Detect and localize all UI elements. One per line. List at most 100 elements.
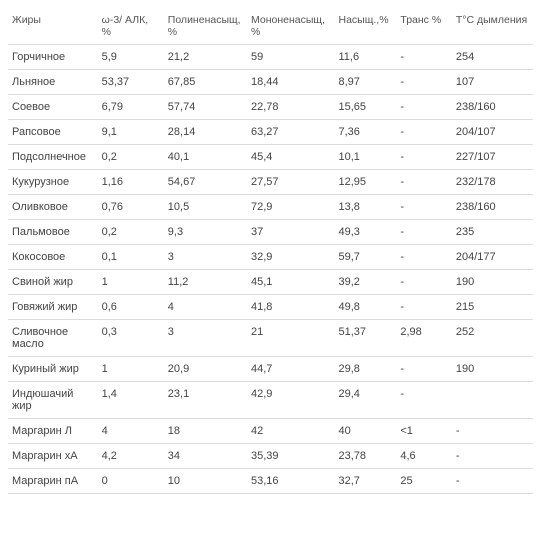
cell-15-3: 35,39: [247, 444, 335, 469]
cell-5-6: 232/178: [452, 170, 533, 195]
cell-8-0: Кокосовое: [8, 245, 98, 270]
cell-8-4: 59,7: [335, 245, 397, 270]
cell-10-2: 4: [164, 295, 247, 320]
cell-9-6: 190: [452, 270, 533, 295]
cell-11-3: 21: [247, 320, 335, 357]
cell-15-6: -: [452, 444, 533, 469]
cell-6-0: Оливковое: [8, 195, 98, 220]
cell-1-5: -: [396, 70, 451, 95]
cell-2-1: 6,79: [98, 95, 164, 120]
cell-13-3: 42,9: [247, 382, 335, 419]
cell-2-4: 15,65: [335, 95, 397, 120]
cell-13-6: [452, 382, 533, 419]
cell-7-2: 9,3: [164, 220, 247, 245]
cell-11-2: 3: [164, 320, 247, 357]
table-row: Подсолнечное0,240,145,410,1-227/107: [8, 145, 533, 170]
cell-15-1: 4,2: [98, 444, 164, 469]
cell-16-1: 0: [98, 469, 164, 494]
cell-15-2: 34: [164, 444, 247, 469]
cell-2-5: -: [396, 95, 451, 120]
cell-7-3: 37: [247, 220, 335, 245]
cell-2-0: Соевое: [8, 95, 98, 120]
cell-8-1: 0,1: [98, 245, 164, 270]
cell-14-0: Маргарин Л: [8, 419, 98, 444]
cell-15-0: Маргарин xA: [8, 444, 98, 469]
cell-4-1: 0,2: [98, 145, 164, 170]
table-row: Свиной жир111,245,139,2-190: [8, 270, 533, 295]
cell-13-0: Индюшачий жир: [8, 382, 98, 419]
cell-3-6: 204/107: [452, 120, 533, 145]
table-body: Горчичное5,921,25911,6-254Льняное53,3767…: [8, 45, 533, 494]
cell-1-2: 67,85: [164, 70, 247, 95]
cell-10-1: 0,6: [98, 295, 164, 320]
cell-0-2: 21,2: [164, 45, 247, 70]
table-row: Соевое6,7957,7422,7815,65-238/160: [8, 95, 533, 120]
cell-14-6: -: [452, 419, 533, 444]
cell-3-2: 28,14: [164, 120, 247, 145]
cell-14-4: 40: [335, 419, 397, 444]
cell-9-1: 1: [98, 270, 164, 295]
table-row: Рапсовое9,128,1463,277,36-204/107: [8, 120, 533, 145]
cell-10-4: 49,8: [335, 295, 397, 320]
cell-7-1: 0,2: [98, 220, 164, 245]
header-cell-4: Насыщ.,%: [335, 8, 397, 45]
cell-6-4: 13,8: [335, 195, 397, 220]
cell-3-3: 63,27: [247, 120, 335, 145]
cell-7-0: Пальмовое: [8, 220, 98, 245]
cell-16-0: Маргарин пA: [8, 469, 98, 494]
cell-7-6: 235: [452, 220, 533, 245]
cell-13-4: 29,4: [335, 382, 397, 419]
cell-3-5: -: [396, 120, 451, 145]
header-cell-2: Полиненасыщ,%: [164, 8, 247, 45]
cell-12-5: -: [396, 357, 451, 382]
cell-1-4: 8,97: [335, 70, 397, 95]
table-row: Говяжий жир0,6441,849,8-215: [8, 295, 533, 320]
cell-6-6: 238/160: [452, 195, 533, 220]
table-row: Куриный жир120,944,729,8-190: [8, 357, 533, 382]
cell-8-2: 3: [164, 245, 247, 270]
cell-14-5: <1: [396, 419, 451, 444]
cell-5-3: 27,57: [247, 170, 335, 195]
cell-16-2: 10: [164, 469, 247, 494]
cell-12-2: 20,9: [164, 357, 247, 382]
cell-2-3: 22,78: [247, 95, 335, 120]
table-row: Индюшачий жир1,423,142,929,4-: [8, 382, 533, 419]
cell-14-2: 18: [164, 419, 247, 444]
table-head: Жирыω-3/ АЛК, %Полиненасыщ,%Мононенасыщ,…: [8, 8, 533, 45]
cell-8-3: 32,9: [247, 245, 335, 270]
table-row: Маргарин Л4184240<1-: [8, 419, 533, 444]
cell-13-1: 1,4: [98, 382, 164, 419]
cell-5-0: Кукурузное: [8, 170, 98, 195]
table-row: Маргарин xA4,23435,3923,784,6-: [8, 444, 533, 469]
cell-7-5: -: [396, 220, 451, 245]
cell-11-6: 252: [452, 320, 533, 357]
cell-8-6: 204/177: [452, 245, 533, 270]
table-row: Горчичное5,921,25911,6-254: [8, 45, 533, 70]
table-row: Сливочное масло0,332151,372,98252: [8, 320, 533, 357]
cell-0-6: 254: [452, 45, 533, 70]
cell-14-1: 4: [98, 419, 164, 444]
cell-6-2: 10,5: [164, 195, 247, 220]
cell-0-3: 59: [247, 45, 335, 70]
cell-9-4: 39,2: [335, 270, 397, 295]
cell-8-5: -: [396, 245, 451, 270]
cell-16-4: 32,7: [335, 469, 397, 494]
cell-16-3: 53,16: [247, 469, 335, 494]
cell-12-6: 190: [452, 357, 533, 382]
table-row: Оливковое0,7610,572,913,8-238/160: [8, 195, 533, 220]
cell-9-3: 45,1: [247, 270, 335, 295]
cell-10-0: Говяжий жир: [8, 295, 98, 320]
header-cell-5: Транс %: [396, 8, 451, 45]
cell-6-1: 0,76: [98, 195, 164, 220]
cell-2-6: 238/160: [452, 95, 533, 120]
cell-4-4: 10,1: [335, 145, 397, 170]
cell-11-5: 2,98: [396, 320, 451, 357]
cell-13-5: -: [396, 382, 451, 419]
cell-9-2: 11,2: [164, 270, 247, 295]
cell-12-1: 1: [98, 357, 164, 382]
cell-12-3: 44,7: [247, 357, 335, 382]
cell-4-2: 40,1: [164, 145, 247, 170]
cell-11-1: 0,3: [98, 320, 164, 357]
cell-0-0: Горчичное: [8, 45, 98, 70]
cell-16-5: 25: [396, 469, 451, 494]
